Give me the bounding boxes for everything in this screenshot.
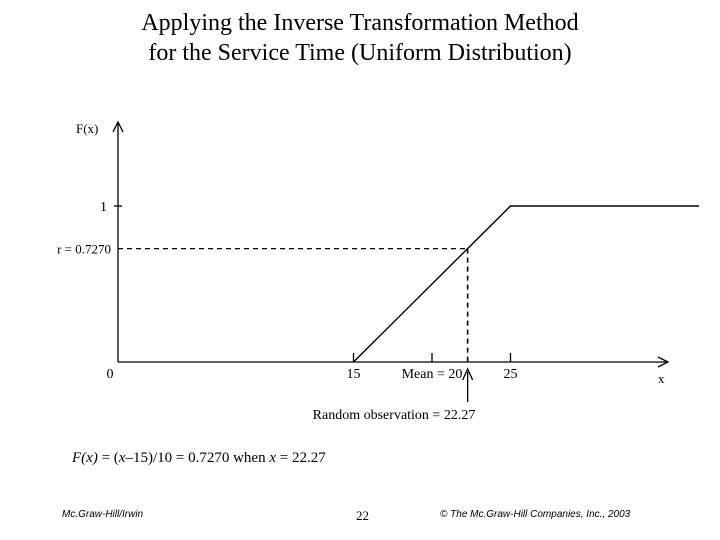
- x-tick-label: 15: [347, 367, 361, 382]
- page-number: 22: [356, 508, 369, 523]
- title-line-2: for the Service Time (Uniform Distributi…: [148, 40, 572, 66]
- footer-publisher: Mc.Graw-Hill/Irwin: [62, 509, 144, 520]
- observation-arrow-icon: [462, 367, 474, 381]
- y-tick-label: r = 0.7270: [57, 242, 111, 257]
- x-tick-label: 25: [504, 367, 518, 382]
- observation-label: Random observation = 22.27: [313, 408, 476, 423]
- formula-text: F(x) = (x–15)/10 = 0.7270 when x = 22.27: [72, 450, 326, 466]
- title-line-1: Applying the Inverse Transformation Meth…: [141, 10, 579, 36]
- slide-title: Applying the Inverse Transformation Meth…: [0, 8, 720, 68]
- footer-copyright: © The Mc.Graw-Hill Companies, Inc., 2003: [440, 509, 631, 520]
- x-axis-label: x: [658, 371, 665, 386]
- cdf-line: [353, 205, 699, 363]
- y-axis-arrow-icon: [112, 120, 124, 133]
- y-axis-label: F(x): [76, 121, 98, 136]
- x-tick-label: 0: [107, 367, 114, 382]
- x-tick-label: Mean = 20: [402, 367, 463, 382]
- x-axis-arrow-icon: [657, 356, 670, 368]
- y-tick-label: 1: [100, 200, 107, 215]
